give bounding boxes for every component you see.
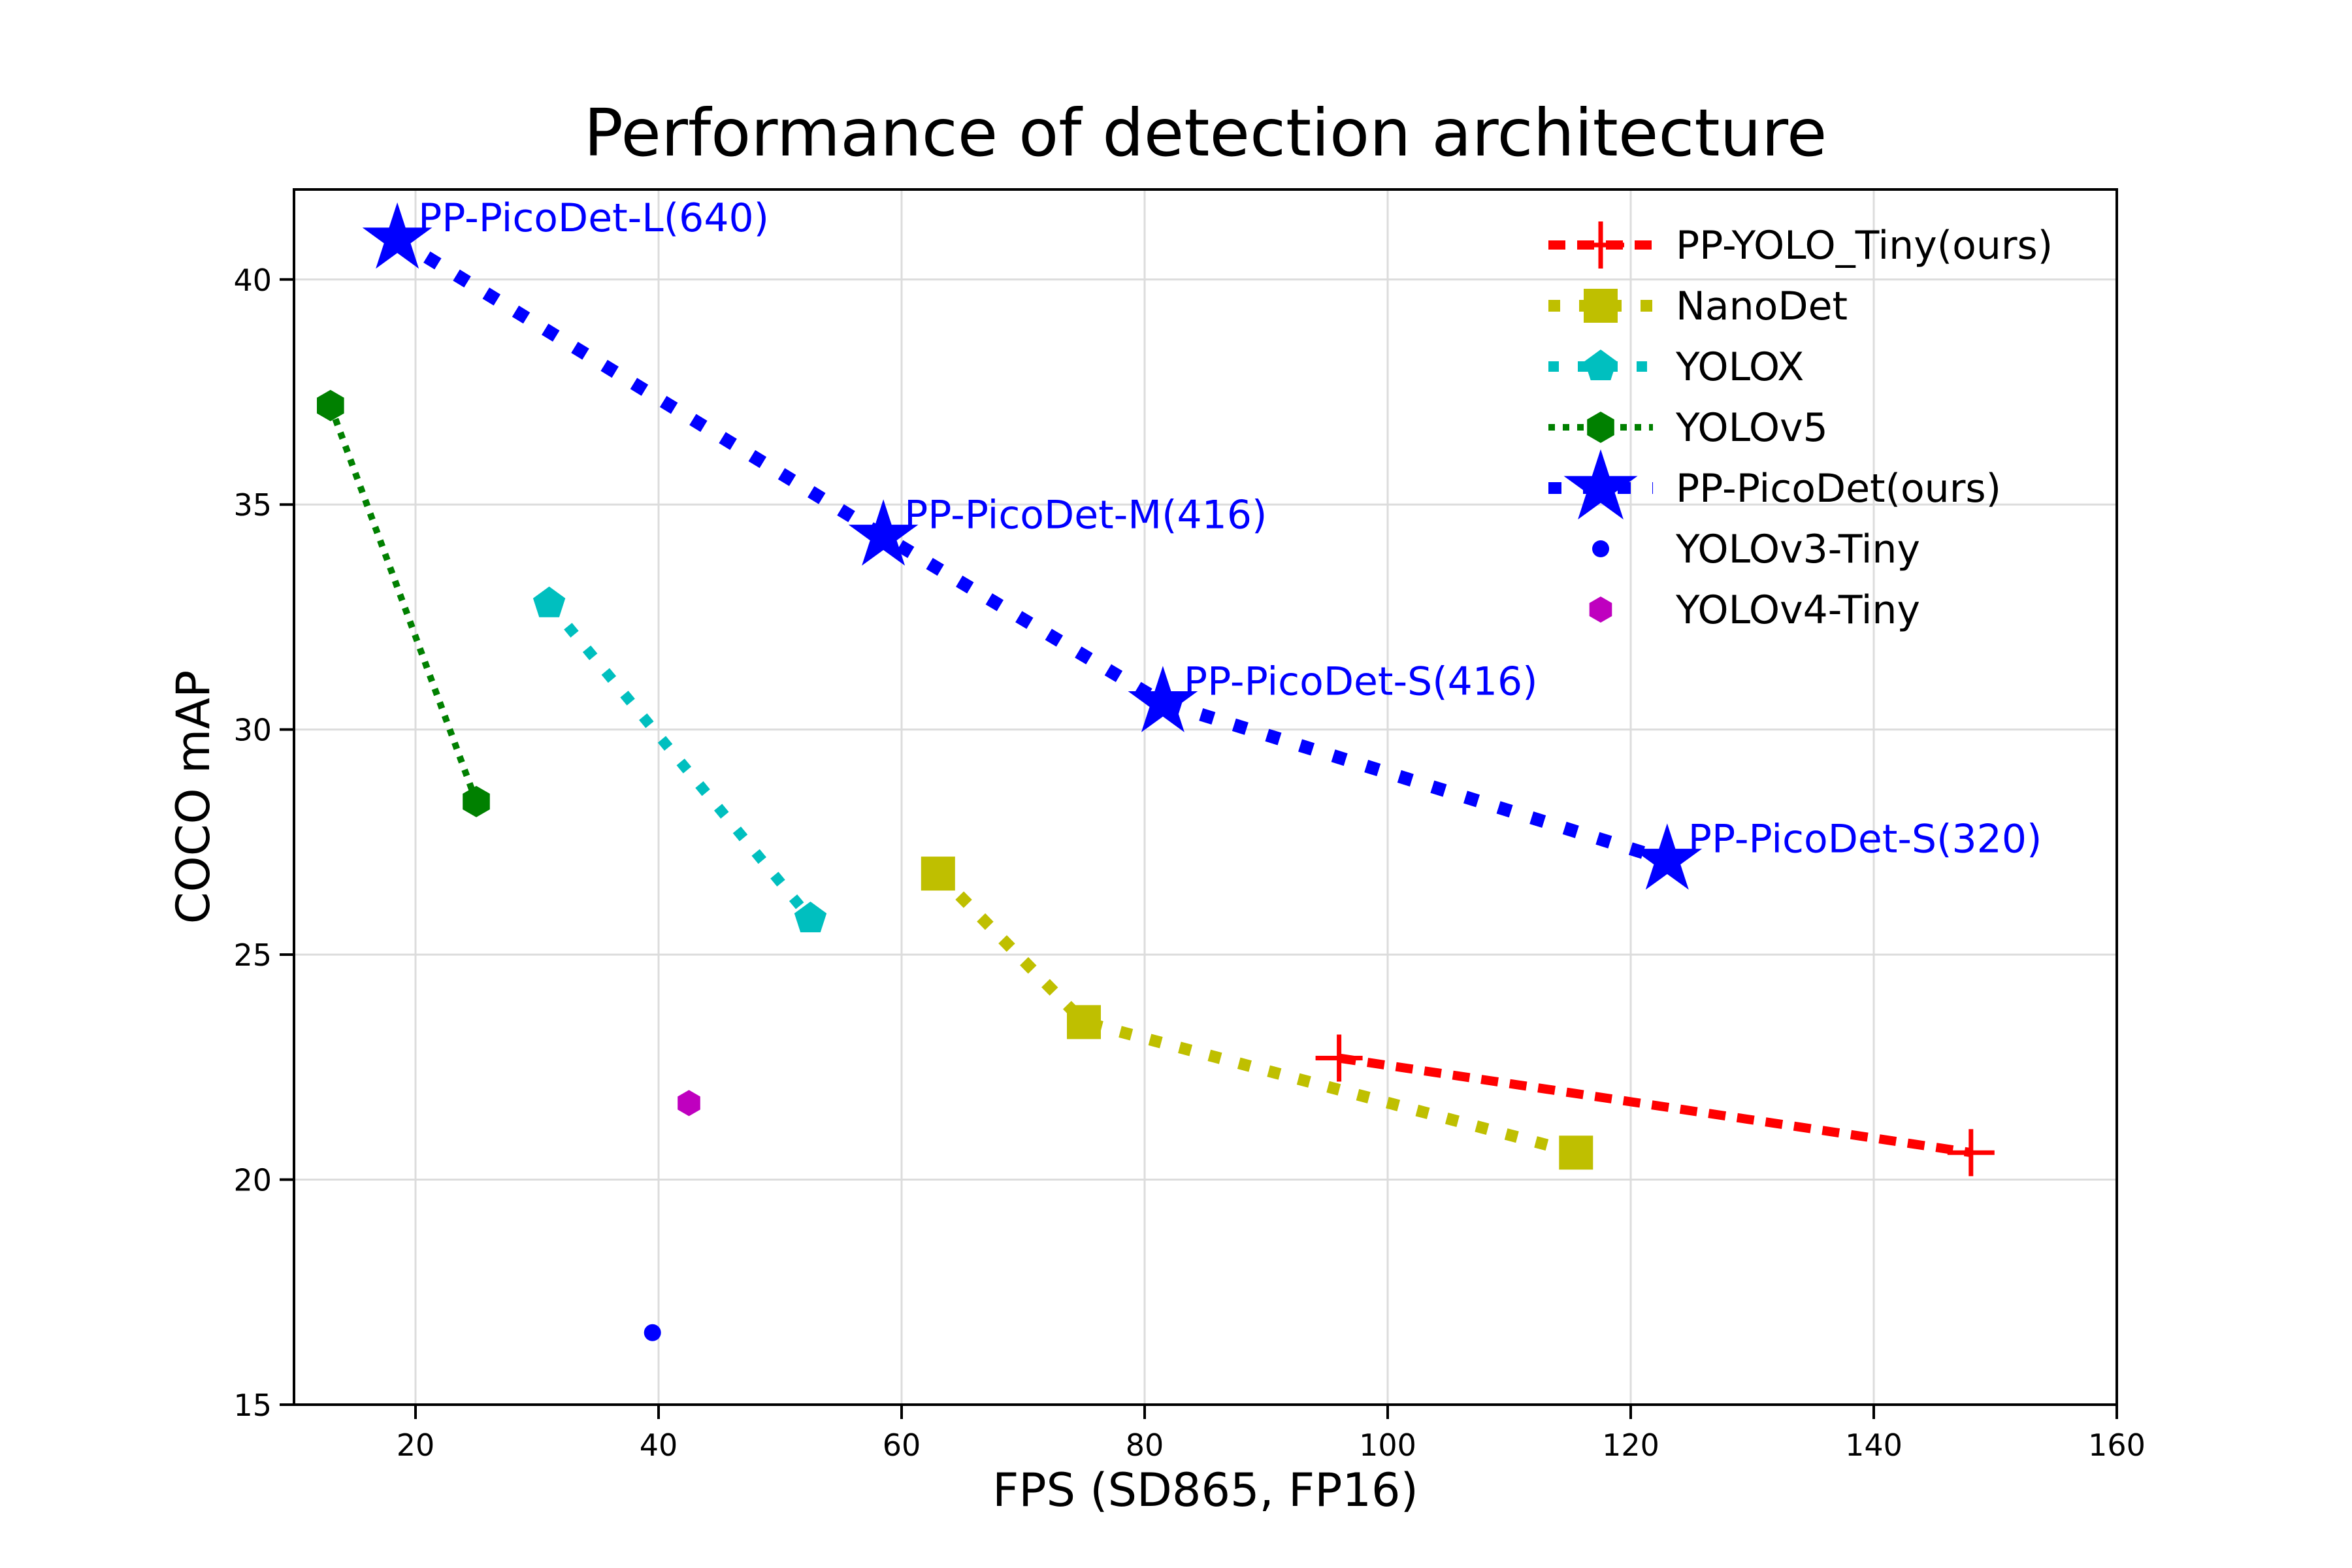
x-tick-label: 140 [1845,1428,1903,1463]
y-tick-label: 15 [233,1388,272,1423]
series-line [545,600,815,923]
legend-row: YOLOX [1548,344,1804,390]
y-tick-label: 35 [233,487,272,523]
legend-item-label: PP-PicoDet(ours) [1676,466,2001,512]
chart-title: Performance of detection architecture [584,95,1827,171]
legend-item-label: YOLOX [1675,344,1804,390]
plot-area: 20 40 60 80 100 120 140 160 15 20 25 30 35 40 PP-PicoD… [233,188,2146,1463]
legend-row: NanoDet [1548,284,1848,329]
hexagon-marker [317,389,344,421]
legend-row: YOLOv5 [1548,405,1828,451]
plot-border [293,188,2118,1406]
legend-item-label: YOLOv3-Tiny [1675,527,1920,572]
y-tick-label: 40 [233,263,272,298]
annotation-label: PP-PicoDet-M(416) [904,492,1267,538]
legend-item-label: PP-YOLO_Tiny(ours) [1676,223,2053,269]
legend-row: YOLOv3-Tiny [1592,527,1920,572]
y-tick-label: 25 [233,938,272,973]
hexagon-marker [463,785,490,817]
annotation-label: PP-PicoDet-S(416) [1184,659,1538,704]
x-tick-label: 80 [1126,1428,1164,1463]
x-tick-label: 160 [2088,1428,2146,1463]
y-tick-label: 20 [233,1163,272,1198]
hexagon-marker [678,1090,700,1117]
hexagon-marker [1587,412,1614,443]
square-marker [1067,1005,1101,1039]
y-tick-label: 30 [233,713,272,748]
star-marker [1563,449,1638,520]
pentagon-marker [532,586,566,617]
circle-marker [1592,540,1609,557]
star-marker [362,202,433,269]
series-line [1338,1053,1972,1158]
x-axis-label: FPS (SD865, FP16) [992,1463,1418,1517]
annotation-label: PP-PicoDet-S(320) [1688,816,2042,862]
x-tick-label: 20 [397,1428,435,1463]
x-tick-label: 40 [640,1428,678,1463]
series-line [393,233,1669,866]
legend-row: PP-PicoDet(ours) [1548,449,2001,520]
circle-marker [644,1324,661,1341]
series-line [934,869,1578,1158]
legend-row: PP-YOLO_Tiny(ours) [1548,221,2053,269]
square-marker [1584,289,1618,323]
pentagon-marker [1584,350,1617,380]
square-marker [1559,1135,1593,1170]
x-tick-label: 100 [1359,1428,1416,1463]
legend-item-label: NanoDet [1676,284,1848,329]
square-marker [921,857,955,891]
annotation-label: PP-PicoDet-L(640) [418,195,769,241]
y-axis-label: COCO mAP [167,670,220,924]
x-tick-label: 60 [883,1428,921,1463]
star-marker [1632,823,1703,890]
legend-row: YOLOv4-Tiny [1589,587,1920,633]
legend: PP-YOLO_Tiny(ours) NanoDet YOLOX YOLOv5 PP-P… [1548,221,2053,633]
x-tick-label: 120 [1602,1428,1659,1463]
series-line [327,404,480,803]
hexagon-marker [1589,596,1612,623]
star-marker [1128,666,1198,732]
legend-item-label: YOLOv4-Tiny [1675,587,1920,633]
pentagon-marker [794,902,827,932]
star-marker [848,499,919,566]
legend-item-label: YOLOv5 [1675,405,1828,451]
